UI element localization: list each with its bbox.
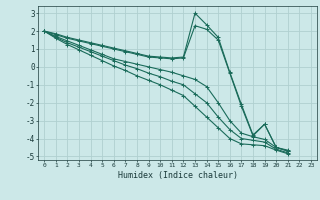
X-axis label: Humidex (Indice chaleur): Humidex (Indice chaleur) [118, 171, 238, 180]
